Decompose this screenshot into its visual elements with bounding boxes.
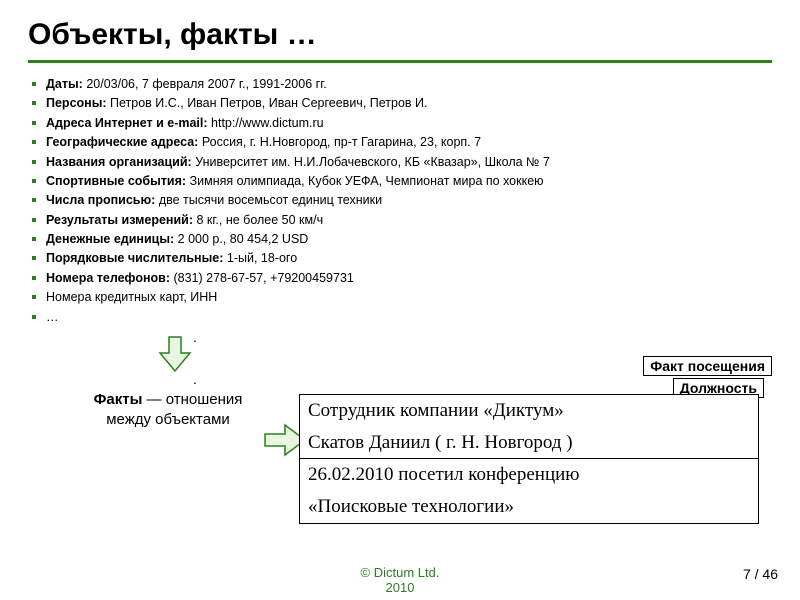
fact-line: Сотрудник компании «Диктум» <box>300 395 758 427</box>
list-item: Географические адреса: Россия, г. Н.Новг… <box>32 133 772 152</box>
arrow-down-icon <box>158 335 192 373</box>
list-item: Персоны: Петров И.С., Иван Петров, Иван … <box>32 94 772 113</box>
list-item: Названия организаций: Университет им. Н.… <box>32 153 772 172</box>
list-item: Порядковые числительные: 1-ый, 18-ого <box>32 249 772 268</box>
list-item: Номера телефонов: (831) 278-67-57, +7920… <box>32 269 772 288</box>
slide-title: Объекты, факты … <box>28 18 772 52</box>
dot-icon: . <box>193 331 197 343</box>
fact-line: Скатов Даниил ( г. Н. Новгород ) <box>300 427 758 459</box>
list-item: Адреса Интернет и e-mail: http://www.dic… <box>32 114 772 133</box>
footer-copyright: © Dictum Ltd.2010 <box>0 566 800 596</box>
facts-caption: Факты — отношения между объектами <box>73 390 263 431</box>
list-item: Спортивные события: Зимняя олимпиада, Ку… <box>32 172 772 191</box>
list-item: … <box>32 308 772 327</box>
fact-label-box: Факт посещения <box>643 356 772 376</box>
bullet-list: Даты: 20/03/06, 7 февраля 2007 г., 1991-… <box>28 75 772 327</box>
list-item: Даты: 20/03/06, 7 февраля 2007 г., 1991-… <box>32 75 772 94</box>
page-number: 7 / 46 <box>743 566 778 582</box>
list-item: Номера кредитных карт, ИНН <box>32 288 772 307</box>
dot-icon: . <box>193 373 197 385</box>
list-item: Числа прописью: две тысячи восемьсот еди… <box>32 191 772 210</box>
list-item: Денежные единицы: 2 000 р., 80 454,2 USD <box>32 230 772 249</box>
fact-box: Сотрудник компании «Диктум» Скатов Дании… <box>299 394 759 524</box>
fact-line: 26.02.2010 посетил конференцию <box>300 458 758 491</box>
title-rule <box>28 60 772 63</box>
fact-line: «Поисковые технологии» <box>300 491 758 523</box>
list-item: Результаты измерений: 8 кг., не более 50… <box>32 211 772 230</box>
